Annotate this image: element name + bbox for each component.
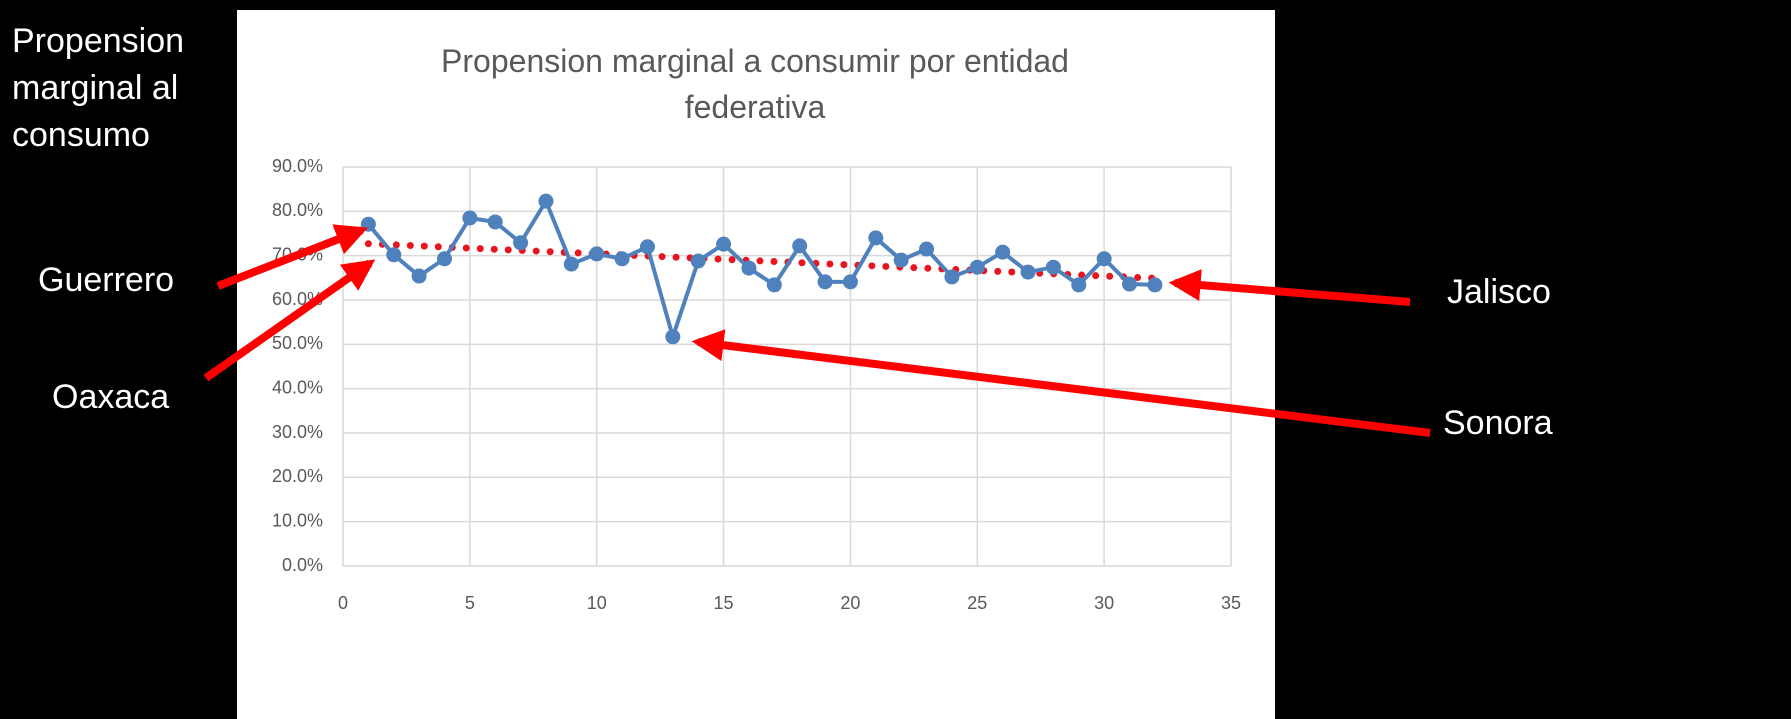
side-label: Propension marginal al consumo [12,22,185,154]
point [716,236,732,252]
point [538,193,554,209]
point [563,256,579,272]
point [589,246,605,262]
y-tick-label: 80.0% [272,200,323,220]
point [1122,276,1138,292]
arrow [216,224,368,290]
trendline [364,240,1159,282]
y-tick-label: 10.0% [272,510,323,530]
arrow [1168,269,1411,306]
point [1147,277,1163,293]
arrow [691,329,1431,437]
point [969,259,985,275]
annotation: Guerrero [38,261,175,299]
x-tick-label: 15 [714,593,734,613]
y-tick-label: 20.0% [272,466,323,486]
point [411,268,427,284]
point [462,210,478,226]
point [1096,251,1112,267]
point [919,241,935,257]
x-tick-label: 20 [840,593,860,613]
x-tick-label: 35 [1221,593,1241,613]
chart-panel [237,10,1275,719]
annotation: Oaxaca [52,378,170,416]
point [1071,277,1087,293]
y-tick-label: 50.0% [272,333,323,353]
point [893,252,909,268]
chart-title: Propension marginal a consumir por entid… [441,43,1069,125]
point [487,214,503,230]
point [665,329,681,345]
annotation: Sonora [1443,404,1553,442]
point [944,269,960,285]
x-tick-label: 0 [338,593,348,613]
arrow [203,259,376,382]
point [817,274,833,290]
x-tick-label: 30 [1094,593,1114,613]
point [386,247,402,263]
y-tick-label: 30.0% [272,422,323,442]
x-tick-label: 25 [967,593,987,613]
y-tick-label: 40.0% [272,377,323,397]
point [995,244,1011,260]
point [614,251,630,267]
point [741,260,757,276]
y-tick-label: 0.0% [282,555,323,575]
x-tick-label: 5 [465,593,475,613]
point [436,251,452,267]
point [792,238,808,254]
point [513,235,529,251]
point [842,274,858,290]
annotation: Jalisco [1447,273,1551,311]
point [868,230,884,246]
series-line [366,196,1155,344]
y-tick-label: 90.0% [272,156,323,176]
point [360,216,376,232]
point [639,239,655,255]
point [1020,264,1036,280]
point [1045,259,1061,275]
point [690,253,706,269]
point [766,277,782,293]
x-tick-label: 10 [587,593,607,613]
